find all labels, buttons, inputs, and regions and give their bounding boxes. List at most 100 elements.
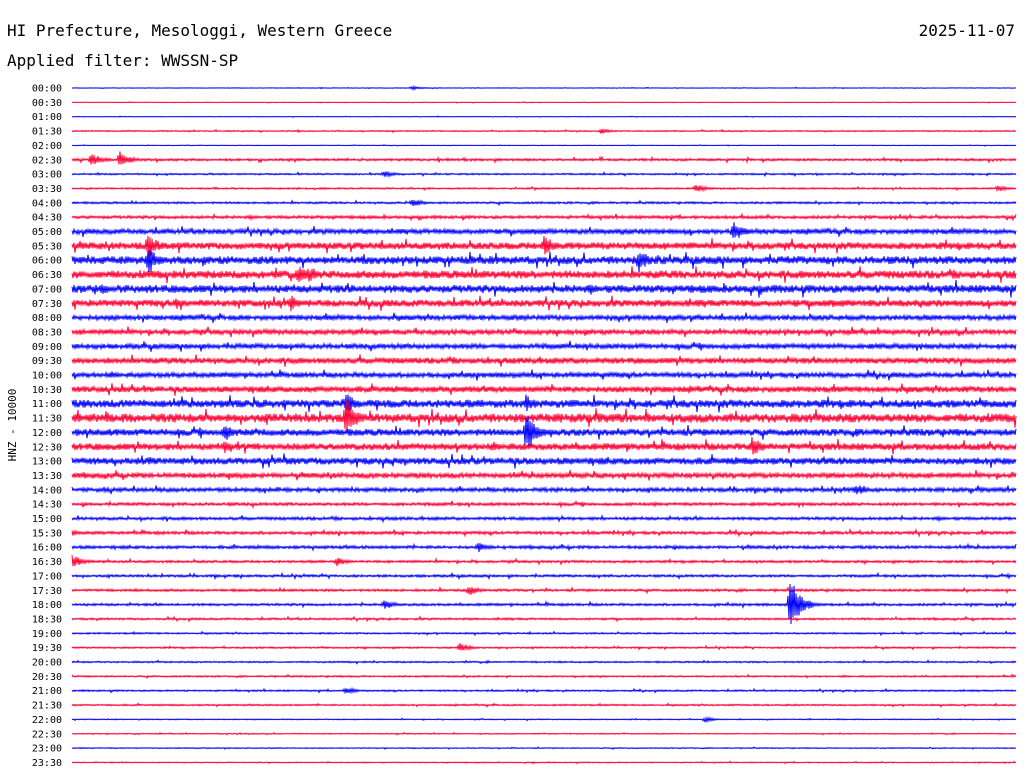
trace-line-1300 (71, 453, 1017, 469)
time-tick-label: 06:30 (32, 270, 62, 281)
time-tick-label: 13:00 (32, 457, 62, 468)
time-tick-label: 03:30 (32, 184, 62, 195)
time-tick-label: 01:00 (32, 112, 62, 123)
trace-line-1100 (71, 394, 1017, 413)
time-tick-label: 15:30 (32, 528, 62, 539)
time-tick-label: 21:30 (32, 701, 62, 712)
trace-line-2030 (71, 673, 1017, 680)
trace-line-1930 (71, 643, 1017, 652)
time-tick-label: 17:30 (32, 586, 62, 597)
time-tick-label: 00:00 (32, 84, 62, 95)
trace-line-1400 (71, 485, 1017, 495)
time-tick-label: 23:00 (32, 744, 62, 755)
trace-line-1130 (71, 399, 1017, 432)
record-date: 2025-11-07 (918, 21, 1015, 40)
time-tick-label: 20:30 (32, 672, 62, 683)
time-tick-label: 11:00 (32, 399, 62, 410)
trace-line-0100 (71, 115, 1017, 118)
time-tick-label: 01:30 (32, 127, 62, 138)
trace-line-1430 (71, 499, 1017, 510)
filter-label: Applied filter: WWSSN-SP (7, 51, 239, 70)
trace-line-0330 (71, 184, 1017, 193)
trace-line-0530 (71, 235, 1017, 258)
time-tick-label: 04:00 (32, 198, 62, 209)
trace-line-0500 (71, 222, 1017, 238)
time-tick-label: 16:00 (32, 543, 62, 554)
trace-line-2200 (71, 716, 1017, 724)
time-tick-label: 08:30 (32, 327, 62, 338)
time-tick-label: 23:30 (32, 758, 62, 769)
time-tick-label: 07:00 (32, 284, 62, 295)
trace-line-1000 (71, 369, 1017, 381)
trace-line-2000 (71, 659, 1017, 665)
time-tick-label: 09:30 (32, 356, 62, 367)
time-tick-label: 10:30 (32, 385, 62, 396)
trace-line-0430 (71, 212, 1017, 222)
time-tick-label: 05:30 (32, 241, 62, 252)
time-tick-label: 14:30 (32, 500, 62, 511)
trace-line-2230 (71, 731, 1017, 736)
time-tick-label: 21:00 (32, 686, 62, 697)
trace-line-1830 (71, 615, 1017, 623)
time-tick-label: 17:00 (32, 571, 62, 582)
time-tick-label: 09:00 (32, 342, 62, 353)
time-tick-label: 14:00 (32, 485, 62, 496)
time-tick-label: 04:30 (32, 213, 62, 224)
trace-line-1330 (71, 469, 1017, 481)
trace-line-0630 (71, 266, 1017, 284)
trace-line-2300 (71, 746, 1017, 751)
time-tick-label: 20:00 (32, 658, 62, 669)
time-tick-label: 00:30 (32, 98, 62, 109)
trace-line-1600 (71, 542, 1017, 552)
time-tick-label: 07:30 (32, 299, 62, 310)
time-tick-label: 22:30 (32, 729, 62, 740)
time-tick-label: 18:30 (32, 614, 62, 625)
trace-line-2100 (71, 686, 1017, 695)
trace-line-0700 (71, 280, 1017, 298)
trace-line-0800 (71, 312, 1017, 324)
time-tick-label: 12:30 (32, 442, 62, 453)
station-title: HI Prefecture, Mesologgi, Western Greece (7, 21, 393, 40)
time-tick-label: 15:00 (32, 514, 62, 525)
trace-line-0900 (71, 340, 1017, 352)
trace-line-0030 (71, 101, 1017, 104)
trace-line-0730 (71, 295, 1017, 312)
time-tick-label: 16:30 (32, 557, 62, 568)
trace-line-1030 (71, 383, 1017, 396)
trace-line-1800 (71, 584, 1017, 624)
time-tick-label: 02:30 (32, 155, 62, 166)
trace-line-0930 (71, 354, 1017, 367)
time-tick-label: 19:30 (32, 643, 62, 654)
trace-line-1530 (71, 527, 1017, 538)
trace-line-0300 (71, 170, 1017, 179)
trace-line-0200 (71, 144, 1017, 147)
time-tick-label: 11:30 (32, 414, 62, 425)
trace-line-1900 (71, 630, 1017, 637)
trace-line-1230 (71, 436, 1017, 455)
trace-line-2130 (71, 702, 1017, 708)
time-tick-label: 08:00 (32, 313, 62, 324)
time-tick-label: 12:00 (32, 428, 62, 439)
time-tick-label: 05:00 (32, 227, 62, 238)
trace-line-1730 (71, 585, 1017, 595)
trace-line-1500 (71, 514, 1017, 524)
y-axis-label: HNZ - 10000 (6, 389, 19, 462)
time-tick-label: 03:00 (32, 170, 62, 181)
time-tick-label: 02:00 (32, 141, 62, 152)
trace-line-0400 (71, 199, 1017, 207)
time-tick-label: 19:00 (32, 629, 62, 640)
time-tick-label: 06:00 (32, 256, 62, 267)
trace-line-0230 (71, 151, 1017, 165)
trace-line-1200 (71, 416, 1017, 448)
time-tick-label: 13:30 (32, 471, 62, 482)
trace-line-2330 (71, 760, 1017, 765)
trace-line-0130 (71, 128, 1017, 134)
time-tick-label: 18:00 (32, 600, 62, 611)
trace-line-0830 (71, 326, 1017, 338)
trace-line-1700 (71, 571, 1017, 581)
trace-line-0600 (71, 250, 1017, 273)
trace-line-1630 (71, 554, 1017, 567)
time-tick-label: 10:00 (32, 371, 62, 382)
trace-line-0000 (71, 84, 1017, 92)
